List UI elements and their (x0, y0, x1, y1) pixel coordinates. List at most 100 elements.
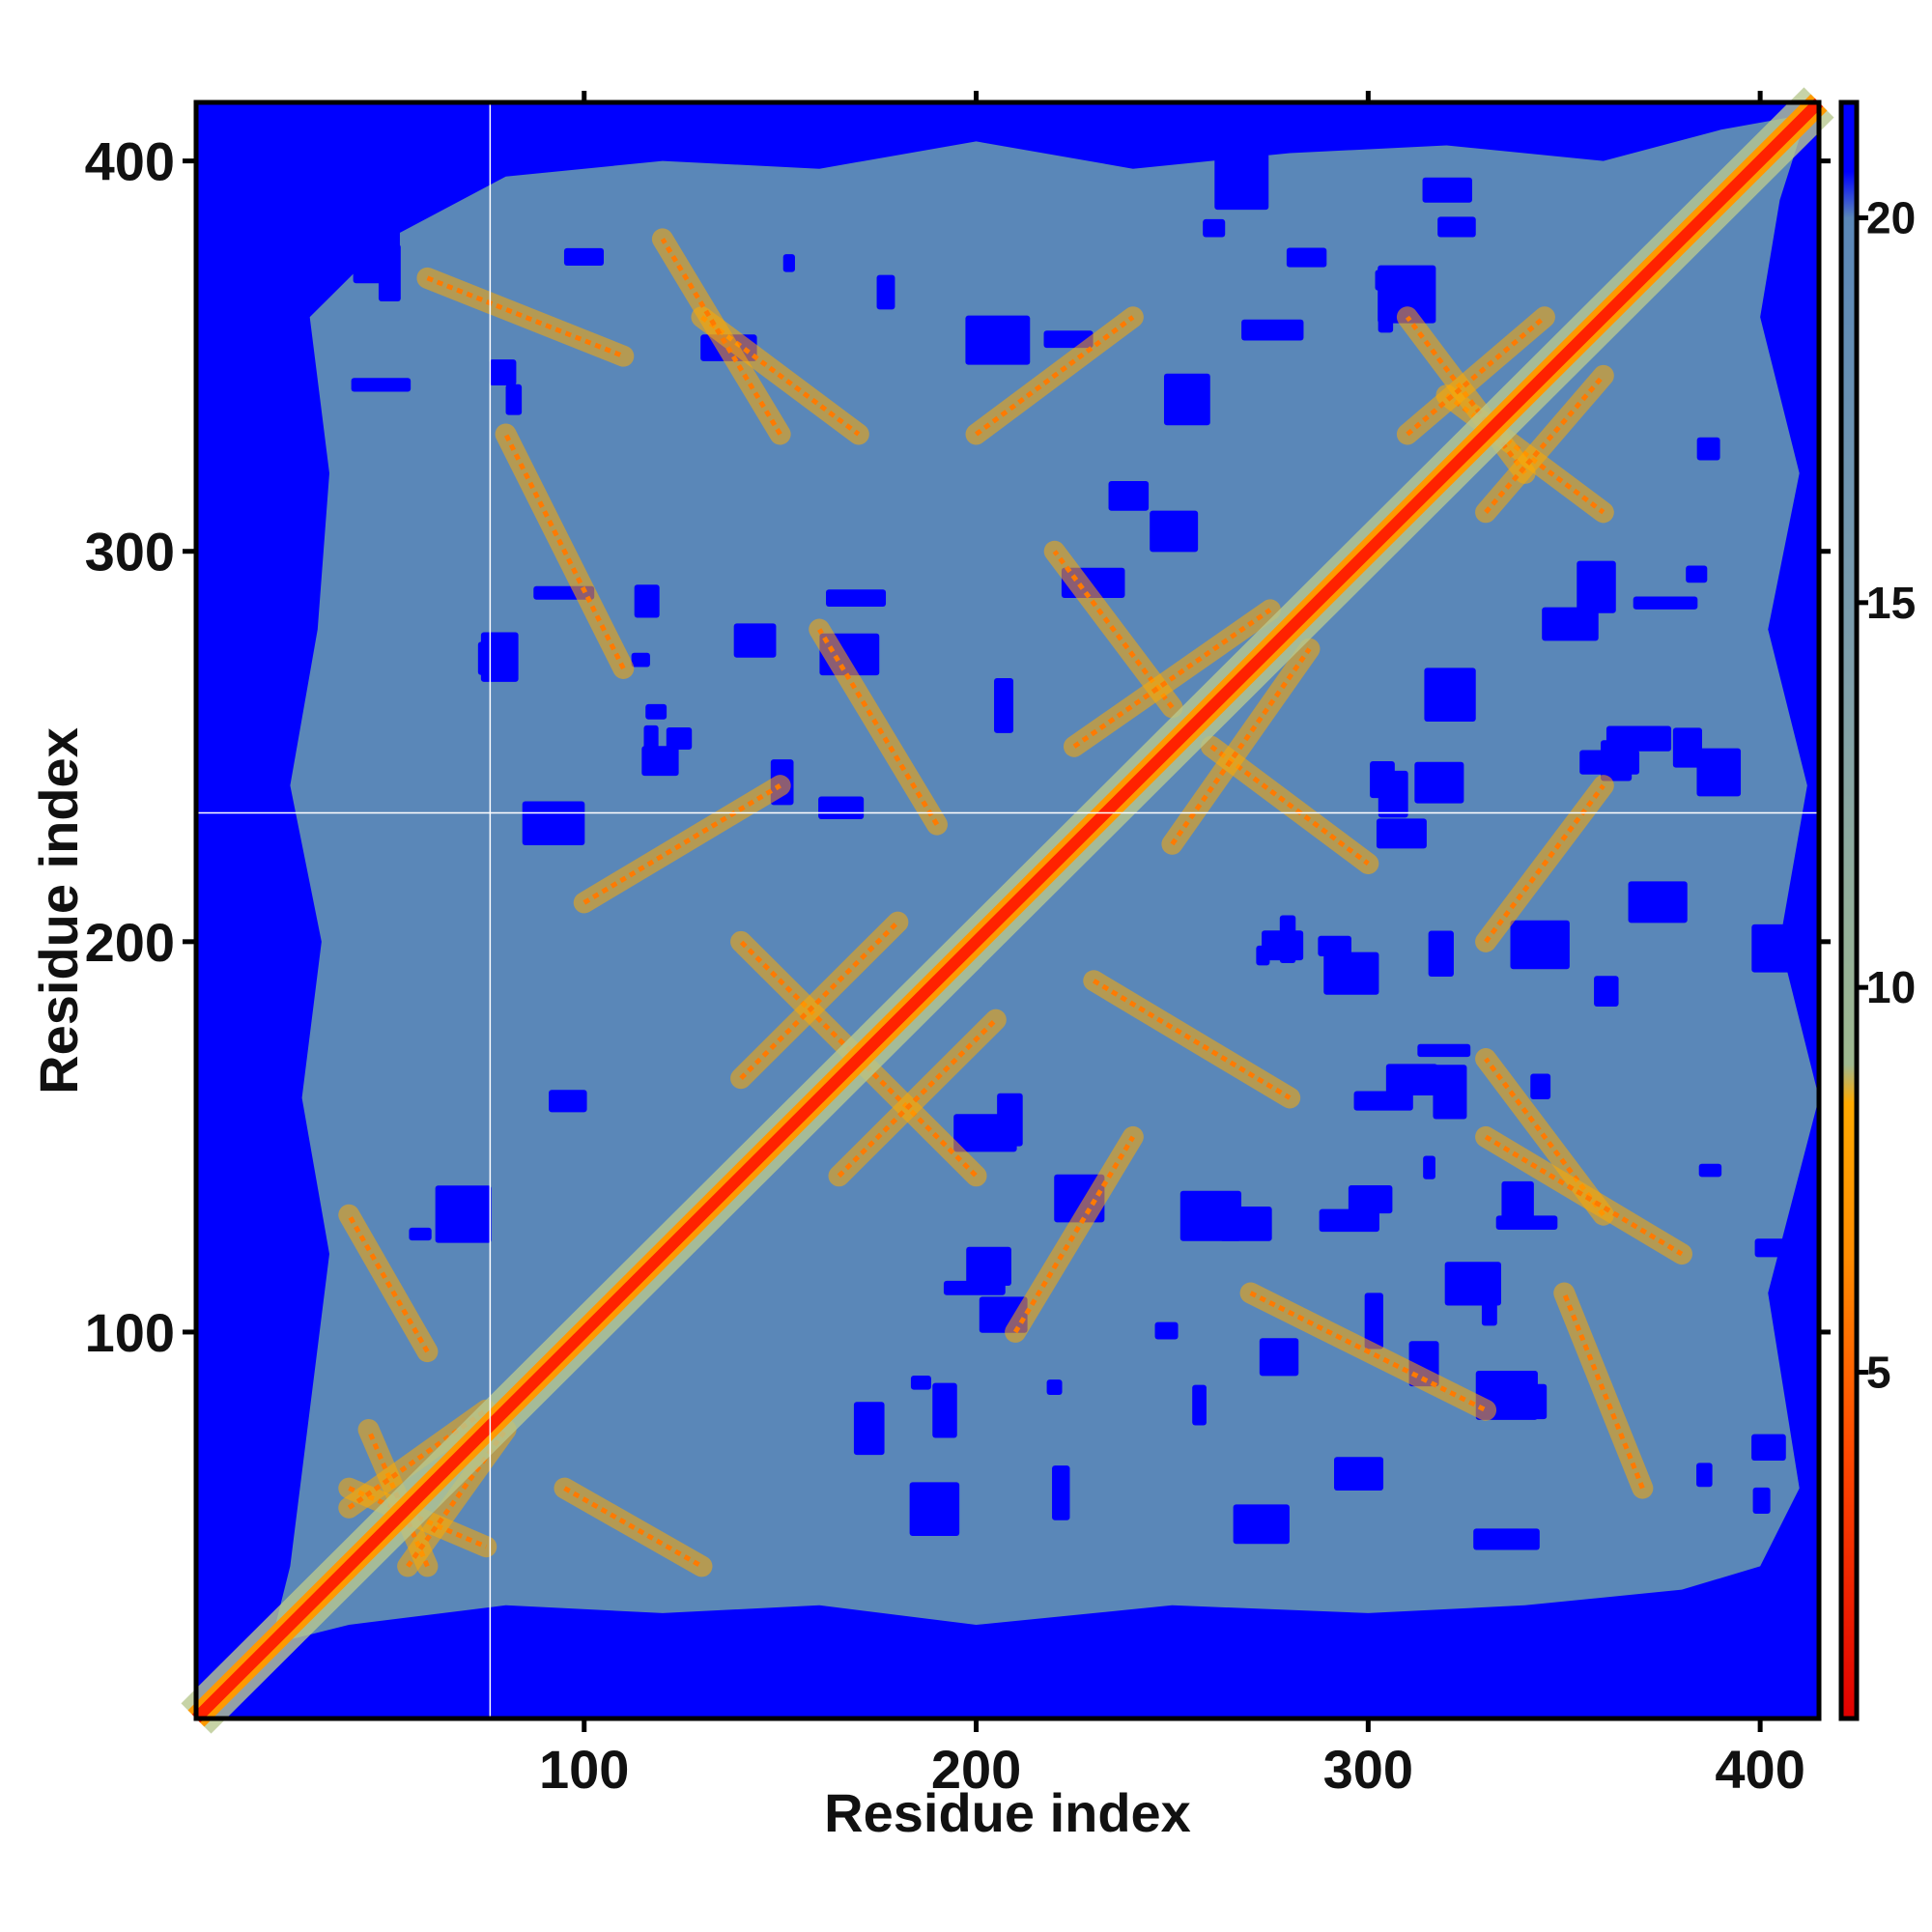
far-patch (994, 678, 1014, 733)
contact-band (1406, 315, 1547, 437)
contact-band-halo (573, 775, 791, 914)
contact-band-halo-mirror (1005, 1125, 1144, 1343)
y-tick-label: 100 (85, 1302, 175, 1363)
far-patch (1318, 935, 1351, 957)
x-tick-label: 300 (1323, 1739, 1413, 1800)
y-axis-ticks: 100 200 300 400 (85, 131, 1831, 1363)
far-patch (1256, 945, 1270, 966)
far-patch (853, 1402, 885, 1456)
far-patch (1375, 270, 1435, 291)
contact-band-mirror (347, 1213, 430, 1353)
colorbar-tick-label: 5 (1866, 1348, 1891, 1398)
x-tick-label: 200 (931, 1739, 1021, 1800)
far-patch (1203, 218, 1226, 238)
far-patch (1437, 216, 1476, 238)
far-patch (1696, 437, 1720, 461)
far-patch (826, 589, 887, 607)
far-patch (1364, 1293, 1383, 1350)
far-patch (631, 652, 650, 668)
contact-band (1484, 783, 1605, 944)
x-axis-title: Residue index (824, 1782, 1191, 1843)
far-patch (782, 254, 795, 272)
far-patch (932, 1382, 957, 1438)
y-tick-label: 200 (85, 912, 175, 973)
far-patch (1376, 818, 1427, 849)
far-patch (522, 801, 585, 846)
contact-band-halo-mirror (809, 618, 948, 836)
colorbar-tick-label: 20 (1866, 193, 1916, 243)
far-patch (1751, 923, 1801, 973)
far-patch (1577, 560, 1616, 613)
y-axis-title: Residue index (28, 727, 89, 1094)
far-patch (1150, 510, 1199, 553)
far-patch (1423, 1155, 1435, 1179)
far-patch (1594, 976, 1619, 1007)
far-patch (1579, 750, 1640, 775)
far-patch (966, 1246, 1011, 1286)
far-patch (1501, 1180, 1534, 1227)
contact-band (426, 275, 625, 358)
contact-band-mirror (503, 433, 626, 670)
contact-band-mirror (1561, 1292, 1645, 1490)
far-patch (1385, 1064, 1438, 1096)
far-patch (1672, 727, 1703, 768)
far-patch (1422, 177, 1472, 203)
far-patch (1751, 1434, 1786, 1461)
contact-band (857, 1057, 979, 1179)
far-patch (641, 746, 679, 777)
far-patch (666, 727, 693, 750)
contact-band (1249, 1291, 1488, 1412)
far-patch (378, 243, 401, 302)
far-patch (1696, 748, 1742, 797)
far-patch (1530, 1073, 1551, 1100)
reference-lines (196, 102, 1819, 1719)
colorbar-tick-label: 10 (1866, 962, 1916, 1012)
far-patch (634, 584, 660, 618)
far-patch (1605, 725, 1672, 752)
far-patch (1628, 881, 1688, 923)
far-patch (1484, 1383, 1548, 1420)
far-patch (1698, 1163, 1722, 1178)
far-patch (1233, 1504, 1290, 1545)
contact-band-mirror (837, 1017, 998, 1179)
far-patch (1473, 1528, 1540, 1550)
colorbar: 5 10 15 20 (1838, 99, 1916, 1721)
far-patch (1192, 1384, 1207, 1426)
far-patch (1319, 1208, 1379, 1233)
heatmap-diagonal (181, 87, 1834, 1734)
far-patch (563, 247, 605, 266)
far-patch (1542, 607, 1599, 641)
far-patch (1510, 920, 1570, 970)
far-patch (965, 315, 1031, 365)
contact-band-mirror (975, 315, 1135, 437)
far-patch (1414, 761, 1464, 804)
far-patch (1259, 1338, 1299, 1377)
far-patch (1052, 1465, 1070, 1520)
far-patch (1214, 153, 1269, 211)
far-patch (1046, 1379, 1063, 1396)
far-patch (818, 796, 865, 819)
far-patch (549, 1090, 587, 1113)
colorbar-tick-label: 15 (1866, 578, 1916, 628)
contact-band-mirror (1170, 647, 1312, 846)
far-patch (489, 359, 517, 386)
far-patch (1433, 1065, 1467, 1120)
far-patch (1348, 1184, 1393, 1214)
far-patch (1353, 1091, 1413, 1111)
far-patch (1323, 952, 1379, 995)
y-tick-label: 300 (85, 522, 175, 582)
contact-band-halo (1475, 1125, 1692, 1265)
far-patch (1424, 668, 1476, 723)
far-patch (1241, 319, 1304, 341)
far-patch (1696, 1463, 1713, 1488)
far-patch (1286, 247, 1327, 268)
contact-band (563, 1486, 703, 1569)
far-patch (1754, 1238, 1802, 1258)
far-patch (876, 274, 895, 310)
colorbar-frame (1838, 99, 1860, 1721)
far-patch (1495, 1215, 1558, 1231)
x-axis-ticks: 100 200 300 400 (539, 91, 1805, 1800)
colorbar-gradient (1841, 102, 1857, 1719)
far-patch (733, 623, 777, 658)
